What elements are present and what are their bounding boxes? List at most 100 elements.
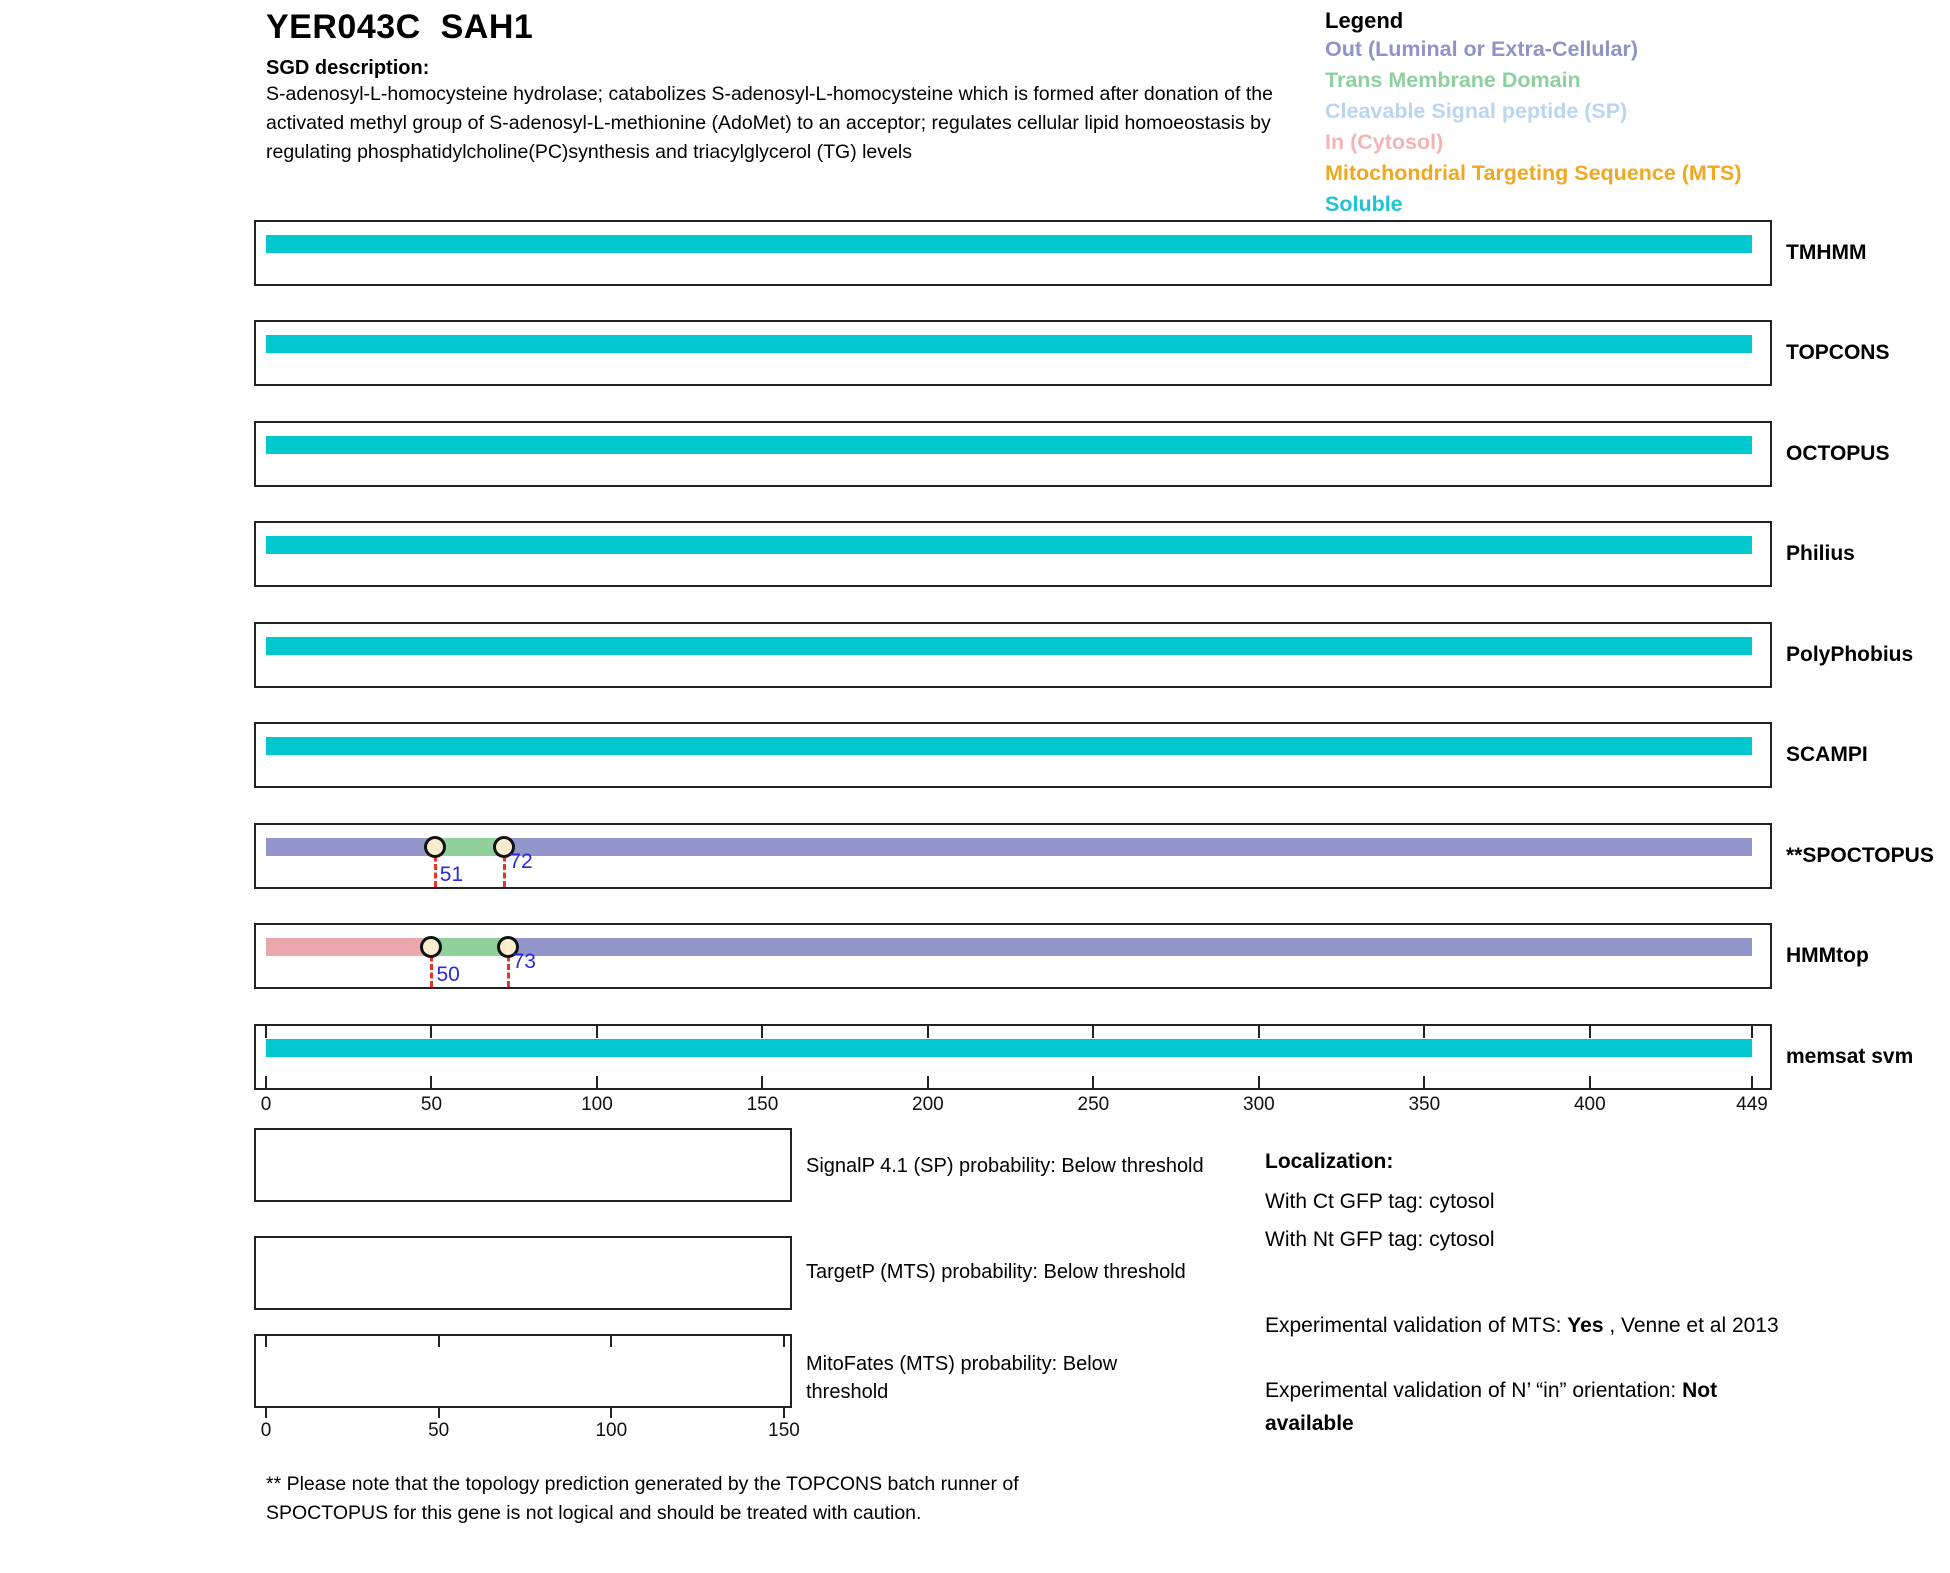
track-bar-layer: 50 73: [266, 925, 1752, 987]
mitofates-tick-label: 50: [428, 1420, 450, 1441]
axis-tick-label: 100: [581, 1094, 613, 1115]
legend-heading: Legend: [1325, 8, 1404, 33]
track-segment-soluble: [266, 335, 1752, 353]
legend: Legend Out (Luminal or Extra-Cellular) Tr…: [1325, 8, 1741, 220]
ruler-tick-bottom: [1092, 1076, 1095, 1088]
targetp-plot-box: [254, 1236, 792, 1310]
mts-validation-prefix: Experimental validation of MTS:: [1265, 1314, 1568, 1337]
localization-heading: Localization:: [1265, 1150, 1394, 1173]
ruler-tick-bottom: [265, 1076, 267, 1088]
track-box-spoctopus: 51 72: [254, 823, 1772, 889]
mitofates-tick-bottom: [783, 1408, 785, 1418]
track-bar-layer: [266, 523, 1752, 585]
signalp-caption: SignalP 4.1 (SP) probability: Below thre…: [806, 1155, 1204, 1177]
track-segment-soluble: [266, 536, 1752, 554]
axis-tick-label: 400: [1573, 1094, 1606, 1115]
page-title: YER043C SAH1: [266, 8, 534, 46]
localization-ct-line: With Ct GFP tag: cytosol: [1265, 1190, 1495, 1213]
orientation-prefix: Experimental validation of N’ “in” orien…: [1265, 1379, 1683, 1402]
track-box-octopus: [254, 421, 1772, 487]
ruler-tick-top: [265, 1026, 267, 1038]
track-name-hmmtop: HMMtop: [1786, 944, 1869, 967]
track-segment-tm: [431, 938, 508, 956]
ruler-tick-top: [595, 1026, 598, 1038]
orientation-value: Not available: [1265, 1379, 1718, 1435]
axis-tick-label: 200: [912, 1094, 944, 1115]
mitofates-tick-top: [437, 1336, 440, 1347]
legend-items: Out (Luminal or Extra-Cellular) Trans Mem…: [1325, 34, 1741, 220]
mitofates-tick-top: [265, 1336, 267, 1347]
mitofates-tick-bottom: [437, 1408, 440, 1418]
track-box-memsatsvm: [254, 1024, 1772, 1090]
track-bar-layer: [266, 724, 1752, 786]
track-segment-in: [266, 938, 432, 956]
track-box-tmhmm: [254, 220, 1772, 286]
axis-tick-label: 250: [1077, 1094, 1110, 1115]
axis-tick-label: 350: [1408, 1094, 1441, 1115]
track-bar-layer: 51 72: [266, 825, 1752, 887]
marker-position-label: 50: [436, 963, 460, 986]
track-name-topcons: TOPCONS: [1786, 341, 1890, 364]
axis-tick-label: 449: [1736, 1094, 1768, 1115]
track-segment-soluble: [266, 737, 1752, 755]
track-name-scampi: SCAMPI: [1786, 743, 1868, 766]
track-bar-layer: [266, 322, 1752, 384]
track-segment-soluble: [266, 1039, 1752, 1057]
position-marker-circle: [423, 836, 446, 858]
legend-item-in: In (Cytosol): [1325, 130, 1444, 154]
ruler-tick-bottom: [761, 1076, 764, 1088]
mts-validation-line: Experimental validation of MTS: Yes , Ve…: [1265, 1314, 1950, 1338]
ruler-tick-bottom: [1588, 1076, 1591, 1088]
legend-item-soluble: Soluble: [1325, 192, 1403, 216]
localization-nt-line: With Nt GFP tag: cytosol: [1265, 1228, 1495, 1251]
marker-dashed-line: [430, 947, 434, 987]
track-bar-layer: [266, 222, 1752, 284]
ruler-tick-bottom: [1423, 1076, 1426, 1088]
legend-item-out: Out (Luminal or Extra-Cellular): [1325, 37, 1638, 61]
track-segment-out: [507, 938, 1752, 956]
track-segment-soluble: [266, 436, 1752, 454]
mitofates-tick-label: 100: [595, 1420, 628, 1441]
marker-dashed-line: [433, 847, 437, 887]
ruler-tick-bottom: [926, 1076, 929, 1088]
orientation-validation-line: Experimental validation of N’ “in” orien…: [1265, 1374, 1805, 1440]
mitofates-tick-label: 150: [768, 1420, 800, 1441]
marker-position-label: 73: [512, 950, 536, 973]
track-segment-soluble: [266, 235, 1752, 253]
ruler-tick-top: [1257, 1026, 1260, 1038]
track-segment-tm: [434, 838, 505, 856]
track-name-philius: Philius: [1786, 542, 1855, 565]
track-bar-layer: [266, 624, 1752, 686]
track-segment-out: [504, 838, 1752, 856]
mitofates-caption: MitoFates (MTS) probability: Below thres…: [806, 1353, 1118, 1403]
ruler-tick-top: [430, 1026, 433, 1038]
ruler-tick-top: [1751, 1026, 1753, 1038]
track-name-spoctopus: **SPOCTOPUS: [1786, 844, 1934, 867]
ruler-tick-bottom: [1751, 1076, 1753, 1088]
track-box-polyphobius: [254, 622, 1772, 688]
marker-position-label: 72: [509, 850, 533, 873]
ruler-tick-top: [1092, 1026, 1095, 1038]
position-marker-circle: [493, 836, 516, 858]
ruler-tick-top: [1588, 1026, 1591, 1038]
axis-tick-label: 150: [746, 1094, 779, 1115]
ruler-tick-bottom: [430, 1076, 433, 1088]
track-bar-layer: [266, 423, 1752, 485]
track-segment-soluble: [266, 637, 1752, 655]
spoctopus-footnote: ** Please note that the topology predict…: [266, 1473, 1019, 1524]
mitofates-tick-bottom: [265, 1408, 267, 1418]
legend-item-mts: Mitochondrial Targeting Sequence (MTS): [1325, 161, 1742, 185]
track-name-polyphobius: PolyPhobius: [1786, 643, 1914, 666]
track-box-topcons: [254, 320, 1772, 386]
track-name-tmhmm: TMHMM: [1786, 241, 1867, 264]
marker-dashed-line: [503, 847, 507, 887]
track-bar-layer: [265, 1026, 1753, 1088]
mitofates-tick-top: [610, 1336, 613, 1347]
sgd-description-text: S-adenosyl-L-homocysteine hydrolase; cat…: [266, 83, 1273, 163]
legend-item-sp: Cleavable Signal peptide (SP): [1325, 99, 1628, 123]
marker-position-label: 51: [439, 863, 464, 886]
axis-tick-label: 300: [1243, 1094, 1275, 1115]
axis-tick-label: 50: [420, 1094, 443, 1115]
ruler-tick-top: [1423, 1026, 1426, 1038]
